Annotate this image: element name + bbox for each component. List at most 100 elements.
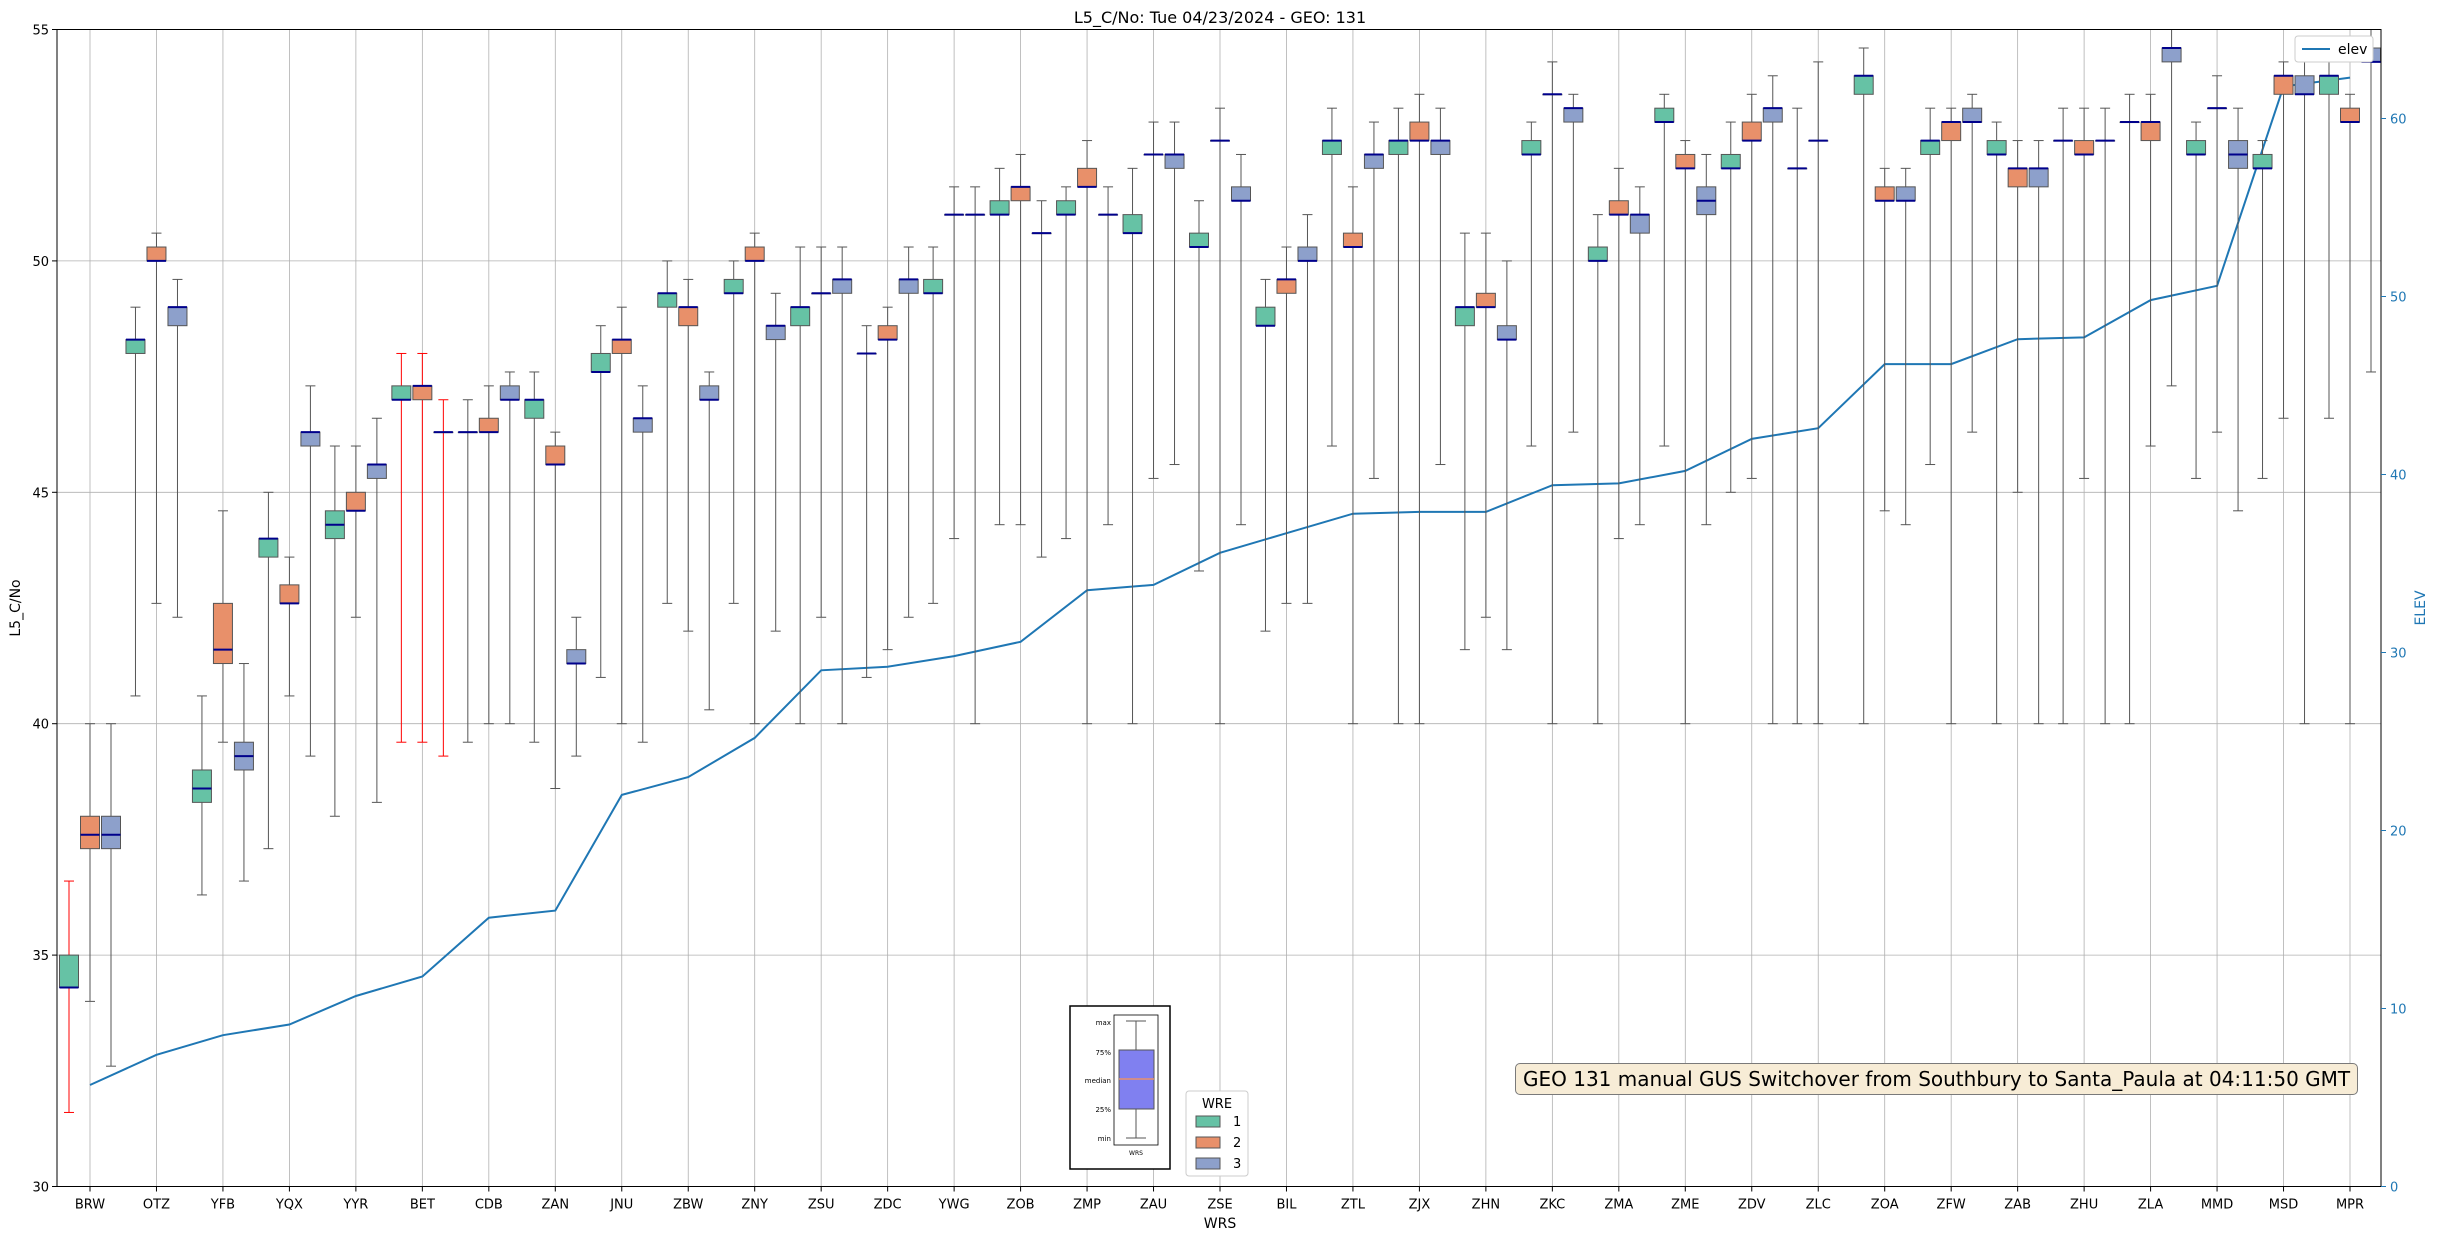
box-iqr: [1189, 232, 1209, 248]
box-plot: [2319, 61, 2339, 419]
box-iqr: [699, 385, 720, 401]
box-plot: [1675, 140, 1696, 725]
x-tick-label: ZAU: [1140, 1198, 1167, 1213]
box-iqr: [765, 325, 786, 341]
box-plot: [898, 246, 919, 618]
switchover-annotation: GEO 131 manual GUS Switchover from South…: [1515, 1063, 2359, 1095]
box-plot: [2161, 29, 2182, 387]
box-iqr: [566, 649, 587, 665]
box-iqr: [590, 352, 611, 373]
box-iqr: [989, 200, 1010, 216]
box-plot: [1696, 153, 1717, 526]
box-plot: [566, 616, 587, 757]
box-iqr: [1010, 186, 1031, 202]
box-plot: [657, 260, 678, 604]
x-tick-label: YYR: [342, 1198, 368, 1213]
box-plot: [345, 445, 366, 618]
box-plot: [1986, 121, 2007, 725]
box-plot: [1409, 93, 1430, 725]
box-plot: [1342, 186, 1363, 725]
box-plot: [699, 371, 720, 711]
box-iqr: [1255, 306, 1276, 327]
box-iqr: [923, 278, 944, 294]
box-iqr: [1741, 121, 1762, 142]
axes: BRW OTZ YFB YQX YYR BET CDB ZAN JNU ZBW ZNY ZSU ZDC Y…: [32, 24, 2406, 1213]
box-plot: [1189, 200, 1209, 572]
x-tick-label: ZMP: [1073, 1198, 1101, 1213]
box-plot: [499, 371, 520, 725]
box-iqr: [59, 954, 79, 988]
x-tick-label: YWG: [938, 1198, 970, 1213]
box-iqr: [1496, 325, 1517, 341]
y-right-tick-label: 40: [2390, 469, 2407, 484]
box-iqr: [1297, 246, 1318, 262]
box-plot: [2340, 93, 2360, 725]
box-plot: [545, 431, 566, 789]
box-plot: [524, 371, 545, 743]
box-plot: [1475, 232, 1496, 618]
box-plot: [2095, 107, 2116, 725]
box-iqr: [366, 464, 387, 479]
box-plot: [1297, 214, 1318, 604]
x-tick-label: JNU: [609, 1198, 633, 1213]
wre-legend-swatch: [1195, 1157, 1221, 1170]
box-iqr: [1895, 186, 1916, 202]
box-plot: [1874, 167, 1895, 512]
box-plot: [1808, 61, 1829, 725]
box-plot: [1143, 121, 1164, 479]
box-plot: [2361, 29, 2381, 373]
box-plot: [1720, 121, 1741, 493]
box-iqr: [2273, 75, 2294, 95]
box-iqr: [1164, 153, 1185, 169]
wre-legend: WRE 1 2 3: [1185, 1090, 1249, 1177]
box-plot: [1430, 107, 1451, 466]
box-iqr: [1077, 167, 1098, 188]
x-tick-label: MPR: [2336, 1198, 2364, 1213]
y-right-tick-label: 50: [2390, 291, 2407, 306]
wre-legend-label: 1: [1233, 1115, 1241, 1130]
box-plot: [391, 352, 412, 743]
box-plot: [877, 306, 898, 651]
inset-label-median: median: [1085, 1077, 1111, 1085]
box-plot: [678, 278, 699, 632]
box-plot: [2294, 61, 2315, 725]
box-plot: [457, 399, 478, 743]
box-plot: [191, 695, 212, 896]
box-iqr: [478, 417, 499, 433]
box-iqr: [1986, 140, 2007, 155]
x-tick-label: ZLC: [1806, 1198, 1831, 1213]
box-iqr: [300, 431, 321, 447]
x-tick-label: ZSU: [808, 1198, 835, 1213]
box-iqr: [2140, 121, 2161, 142]
box-plot: [279, 556, 300, 697]
y-tick-label: 35: [32, 949, 49, 964]
wre-legend-swatch: [1195, 1115, 1221, 1128]
wre-legend-title: WRE: [1202, 1097, 1232, 1112]
box-plot: [2028, 140, 2049, 725]
box-plot: [212, 510, 233, 743]
box-iqr: [258, 538, 279, 558]
box-plot: [146, 232, 167, 604]
box-plot: [366, 417, 387, 803]
box-iqr: [1430, 140, 1451, 155]
box-plot: [632, 385, 653, 743]
x-tick-label: ZMA: [1604, 1198, 1633, 1213]
wre-legend-label: 3: [1233, 1157, 1241, 1172]
box-plot: [611, 306, 632, 725]
x-tick-label: ZJX: [1409, 1198, 1431, 1213]
y-right-tick-label: 20: [2390, 825, 2407, 840]
box-plot: [944, 186, 965, 540]
x-tick-label: ZHU: [2070, 1198, 2098, 1213]
box-plot: [1542, 61, 1563, 725]
box-iqr: [2340, 107, 2360, 123]
box-iqr: [212, 602, 233, 665]
x-tick-label: ZTL: [1341, 1198, 1366, 1213]
x-tick-label: ZFW: [1937, 1198, 1966, 1213]
box-iqr: [345, 491, 366, 512]
box-plot: [1321, 107, 1342, 447]
box-plot: [832, 246, 853, 725]
box-plot: [1164, 121, 1185, 466]
box-iqr: [191, 769, 212, 803]
y-tick-label: 55: [32, 24, 49, 39]
